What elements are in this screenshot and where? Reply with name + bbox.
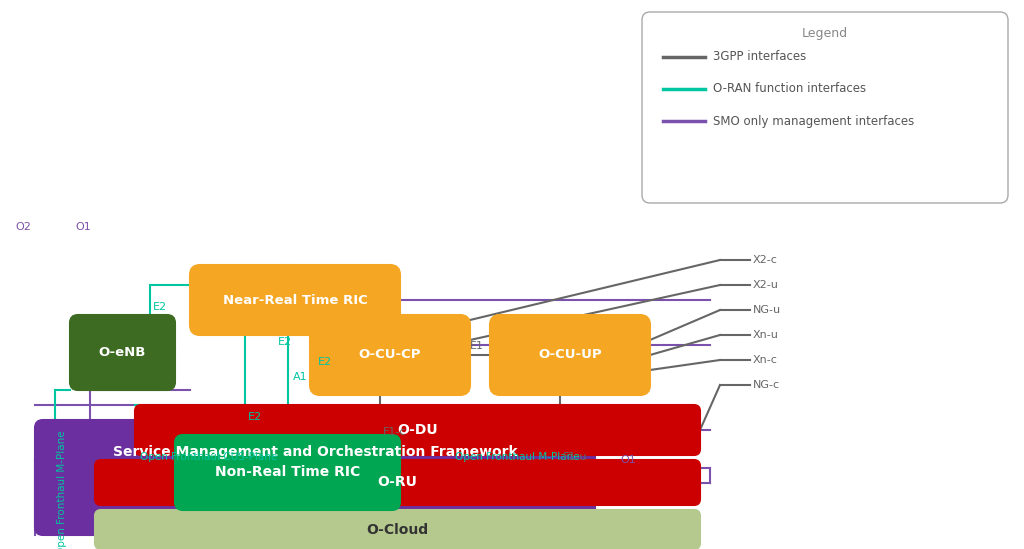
Text: O1: O1 xyxy=(75,222,91,232)
Text: X2-u: X2-u xyxy=(753,280,779,290)
Text: E2: E2 xyxy=(278,337,292,347)
Text: Open Fronthaul M-Plane: Open Fronthaul M-Plane xyxy=(455,452,580,462)
Text: O-CU-UP: O-CU-UP xyxy=(539,349,602,361)
Text: O1: O1 xyxy=(620,455,636,465)
Text: O-CU-CP: O-CU-CP xyxy=(358,349,421,361)
Text: O-eNB: O-eNB xyxy=(98,346,146,359)
FancyBboxPatch shape xyxy=(95,510,700,549)
Text: O2: O2 xyxy=(15,222,31,232)
Text: E2: E2 xyxy=(318,357,332,367)
Text: E2: E2 xyxy=(248,412,262,422)
FancyBboxPatch shape xyxy=(310,315,470,395)
FancyBboxPatch shape xyxy=(490,315,650,395)
FancyBboxPatch shape xyxy=(95,460,700,505)
Text: Near-Real Time RIC: Near-Real Time RIC xyxy=(222,294,368,306)
FancyBboxPatch shape xyxy=(642,12,1008,203)
Text: O-RAN function interfaces: O-RAN function interfaces xyxy=(713,82,866,96)
Text: F1-u: F1-u xyxy=(563,452,588,462)
Text: Non-Real Time RIC: Non-Real Time RIC xyxy=(215,466,360,479)
Text: O-DU: O-DU xyxy=(397,423,438,437)
Text: NG-u: NG-u xyxy=(753,305,781,315)
Text: Service Management and Orchestration Framework: Service Management and Orchestration Fra… xyxy=(113,445,517,459)
Text: NG-c: NG-c xyxy=(753,380,780,390)
Text: O-RU: O-RU xyxy=(378,475,418,490)
Text: Legend: Legend xyxy=(802,27,848,40)
FancyBboxPatch shape xyxy=(70,315,175,390)
FancyBboxPatch shape xyxy=(135,405,700,455)
Text: Xn-c: Xn-c xyxy=(753,355,778,365)
FancyBboxPatch shape xyxy=(190,265,400,335)
Text: O-Cloud: O-Cloud xyxy=(367,523,429,536)
Text: SMO only management interfaces: SMO only management interfaces xyxy=(713,115,914,127)
Text: X2-c: X2-c xyxy=(753,255,778,265)
FancyBboxPatch shape xyxy=(35,420,595,535)
Text: Open Fronthaul M-Plane: Open Fronthaul M-Plane xyxy=(57,430,67,549)
Text: Xn-u: Xn-u xyxy=(753,330,779,340)
Text: E2: E2 xyxy=(153,302,167,312)
Text: 3GPP interfaces: 3GPP interfaces xyxy=(713,51,806,64)
Text: F1-c: F1-c xyxy=(383,427,407,437)
Text: Open Fronthaul CUS-Plane: Open Fronthaul CUS-Plane xyxy=(140,452,278,462)
FancyBboxPatch shape xyxy=(175,435,400,510)
Text: E1: E1 xyxy=(470,341,484,351)
Text: A1: A1 xyxy=(293,372,307,382)
